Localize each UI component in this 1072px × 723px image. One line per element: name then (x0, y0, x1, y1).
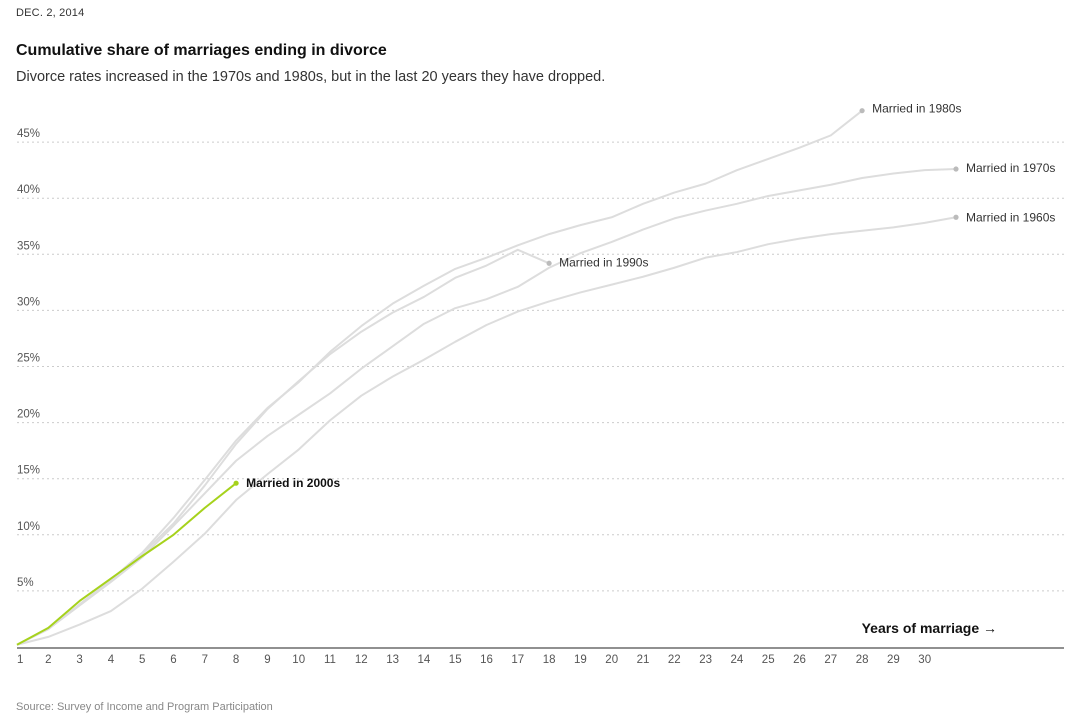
series-line-married-in-1970s (16, 168, 957, 646)
x-tick-label: 28 (856, 654, 869, 666)
y-tick-label: 25% (17, 353, 40, 365)
series-line-married-in-1980s (16, 109, 863, 646)
series-lines (16, 108, 959, 646)
chart-title: Cumulative share of marriages ending in … (16, 42, 387, 59)
y-tick-label: 40% (17, 184, 40, 196)
x-tick-label: 27 (824, 654, 837, 666)
x-tick-label: 13 (386, 654, 399, 666)
x-axis-title: Years of marriage → (862, 620, 997, 636)
series-line-married-in-1990s (16, 248, 550, 646)
series-label-married-in-1960s: Married in 1960s (966, 210, 1055, 224)
x-tick-label: 29 (887, 654, 900, 666)
x-tick-label: 3 (76, 654, 82, 666)
x-tick-label: 20 (605, 654, 618, 666)
y-tick-label: 35% (17, 240, 40, 252)
dateline: DEC. 2, 2014 (16, 7, 85, 19)
x-tick-label: 19 (574, 654, 587, 666)
x-tick-label: 24 (731, 654, 744, 666)
x-tick-label: 30 (918, 654, 931, 666)
x-tick-label: 10 (292, 654, 305, 666)
series-endpoint-married-in-1970s (953, 166, 959, 172)
series-line-married-in-2000s (16, 482, 237, 646)
chart-subtitle: Divorce rates increased in the 1970s and… (16, 69, 606, 85)
series-endpoint-married-in-1980s (859, 108, 865, 114)
y-tick-label: 30% (17, 296, 40, 308)
x-tick-label: 23 (699, 654, 712, 666)
x-tick-label: 17 (511, 654, 524, 666)
x-tick-label: 15 (449, 654, 462, 666)
series-label-married-in-1990s: Married in 1990s (559, 255, 648, 269)
x-tick-label: 2 (45, 654, 51, 666)
series-line-married-in-1960s (16, 216, 957, 646)
series-endpoint-married-in-1960s (953, 214, 959, 220)
x-tick-label: 9 (264, 654, 270, 666)
x-tick-label: 1 (17, 654, 23, 666)
x-tick-label: 21 (637, 654, 650, 666)
x-tick-label: 11 (324, 654, 336, 666)
x-tick-label: 14 (418, 654, 431, 666)
y-tick-label: 10% (17, 521, 40, 533)
x-tick-label: 6 (170, 654, 176, 666)
y-axis-ticks: 5% 10% 15% 20% 25% 30% 35% 40% 45% (17, 128, 40, 589)
x-tick-label: 8 (233, 654, 239, 666)
source-note: Source: Survey of Income and Program Par… (16, 701, 273, 713)
x-tick-label: 7 (202, 654, 208, 666)
x-tick-label: 4 (108, 654, 115, 666)
series-endpoint-married-in-2000s (233, 480, 239, 486)
series-label-married-in-1970s: Married in 1970s (966, 161, 1055, 175)
y-tick-label: 5% (17, 577, 34, 589)
x-tick-label: 25 (762, 654, 775, 666)
x-tick-label: 22 (668, 654, 681, 666)
series-endpoint-married-in-1990s (546, 260, 552, 266)
series-labels: Married in 1960s Married in 1970s Married … (246, 102, 1055, 491)
y-tick-label: 45% (17, 128, 40, 140)
x-tick-label: 26 (793, 654, 806, 666)
x-tick-label: 16 (480, 654, 493, 666)
y-tick-label: 20% (17, 409, 40, 421)
y-tick-label: 15% (17, 465, 40, 477)
series-label-married-in-1980s: Married in 1980s (872, 102, 961, 116)
x-tick-label: 5 (139, 654, 145, 666)
x-axis-ticks: 1 2 3 4 5 6 7 8 9 10 11 12 13 14 15 16 17 18 19 20 21 22 23 24 2… (17, 654, 931, 666)
x-tick-label: 18 (543, 654, 556, 666)
series-label-married-in-2000s: Married in 2000s (246, 476, 340, 490)
x-tick-label: 12 (355, 654, 368, 666)
